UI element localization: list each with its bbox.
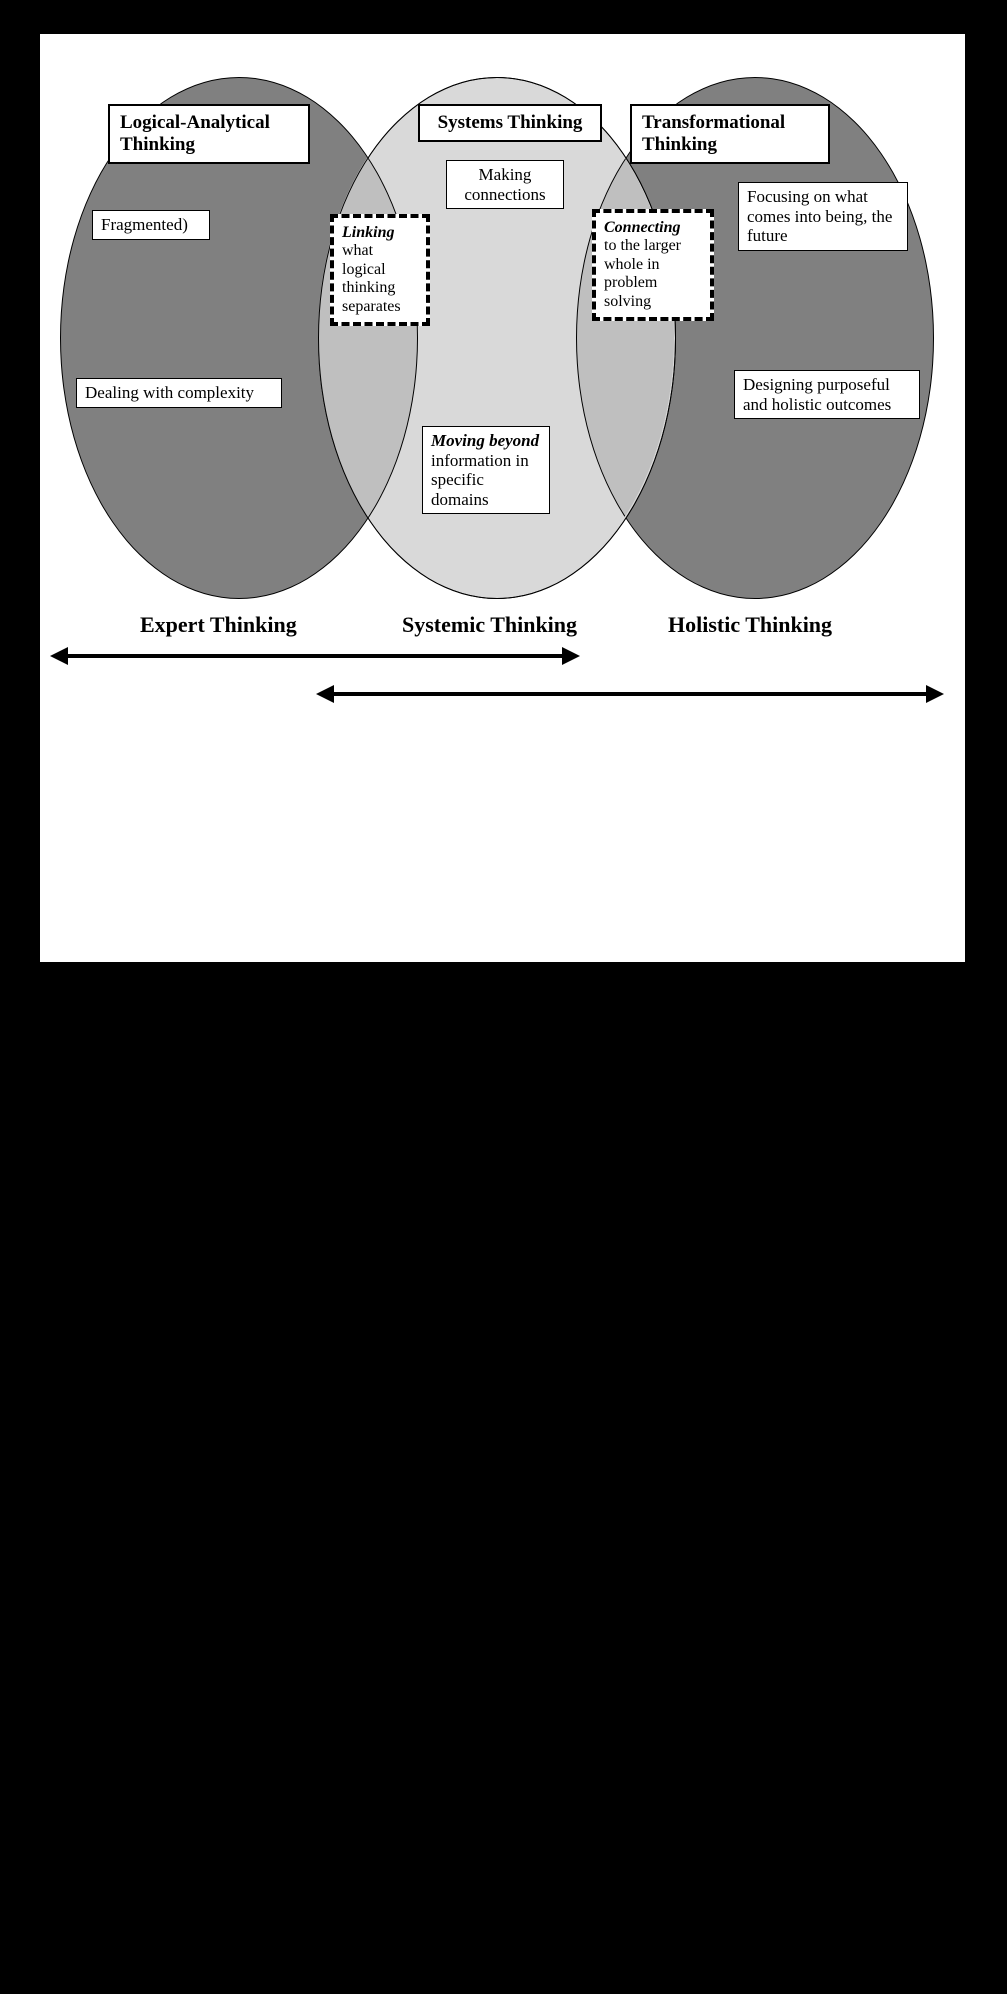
left-box-b: Dealing with complexity — [76, 378, 282, 408]
title-center: Systems Thinking — [418, 104, 602, 142]
bottom-label-center: Systemic Thinking — [402, 612, 577, 638]
diagram-canvas: Logical-Analytical Thinking Systems Thin… — [40, 34, 965, 962]
overlap-right-rest: to the larger whole in problem solving — [604, 237, 681, 309]
left-box-a: Fragmented) — [92, 210, 210, 240]
bottom-label-left: Expert Thinking — [140, 612, 297, 638]
diagram-frame: Logical-Analytical Thinking Systems Thin… — [40, 34, 965, 962]
overlap-left-box: Linking what logical thinking separates — [330, 214, 430, 326]
arrow2-head-right: DTF Deep Thinking Framework (Dialectical… — [926, 685, 944, 703]
arrow1-line — [66, 654, 564, 658]
overlap-left-rest: what logical thinking separates — [342, 242, 401, 314]
center-box-b-italic: Moving beyond — [431, 431, 539, 450]
title-right: Transformational Thinking — [630, 104, 830, 164]
bottom-label-right: Holistic Thinking — [668, 612, 832, 638]
arrow2-line — [332, 692, 928, 696]
center-box-b: Moving beyond information in specific do… — [422, 426, 550, 514]
overlap-right-box: Connecting to the larger whole in proble… — [592, 209, 714, 321]
right-box-b: Designing purposeful and holistic outcom… — [734, 370, 920, 419]
right-box-a: Focusing on what comes into being, the f… — [738, 182, 908, 251]
overlap-right-italic: Connecting — [604, 219, 680, 236]
title-left: Logical-Analytical Thinking — [108, 104, 310, 164]
overlap-left-italic: Linking — [342, 224, 394, 241]
arrow1-head-right — [562, 647, 580, 665]
center-box-a: Making connections — [446, 160, 564, 209]
center-box-b-rest: information in specific domains — [431, 451, 529, 509]
ellipse-center-stroke — [318, 77, 676, 599]
